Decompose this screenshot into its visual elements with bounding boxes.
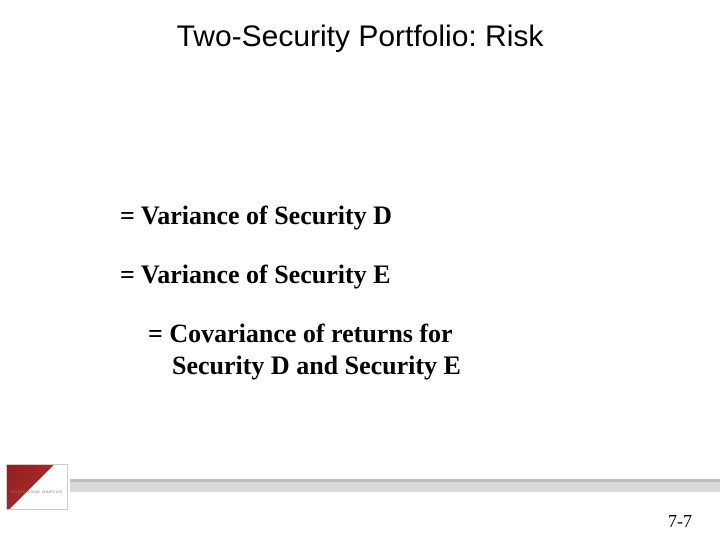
definition-variance-e: = Variance of Security E <box>120 259 640 290</box>
footer-divider <box>70 482 720 492</box>
book-authors-label: BODIE KANE MARCUS <box>11 489 62 494</box>
slide-body: = Variance of Security D = Variance of S… <box>120 200 640 381</box>
definition-variance-d: = Variance of Security D <box>120 200 640 231</box>
definition-covariance-line2: Security D and Security E <box>120 350 640 381</box>
page-number: 7-7 <box>668 511 692 532</box>
definition-covariance-line1: = Covariance of returns for <box>120 318 640 349</box>
slide-footer: BODIE KANE MARCUS <box>0 464 720 510</box>
slide-title: Two-Security Portfolio: Risk <box>0 20 720 54</box>
slide: Two-Security Portfolio: Risk = Variance … <box>0 0 720 540</box>
book-cover-thumbnail: BODIE KANE MARCUS <box>6 464 68 510</box>
